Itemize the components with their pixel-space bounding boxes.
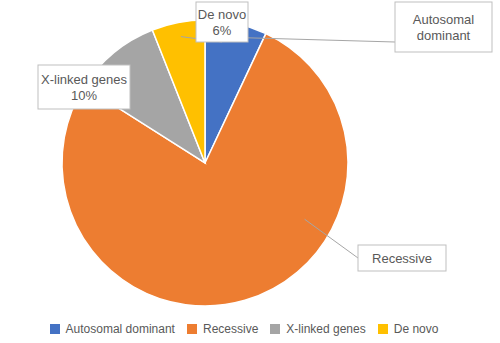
html-text:X-linked genes: X-linked genes [286,321,366,336]
html-text:Autosomal dominant: Autosomal dominant [65,321,175,336]
svg-text:Recessive: Recessive [372,251,432,266]
svg-text:X-linked genes10%: X-linked genes10% [41,72,127,103]
html-text:Recessive: Recessive [203,321,259,336]
svg-text:Autosomaldominant: Autosomaldominant [413,12,475,43]
svg-text:De novo6%: De novo6% [198,7,246,38]
html-text:De novo: De novo [393,321,439,336]
